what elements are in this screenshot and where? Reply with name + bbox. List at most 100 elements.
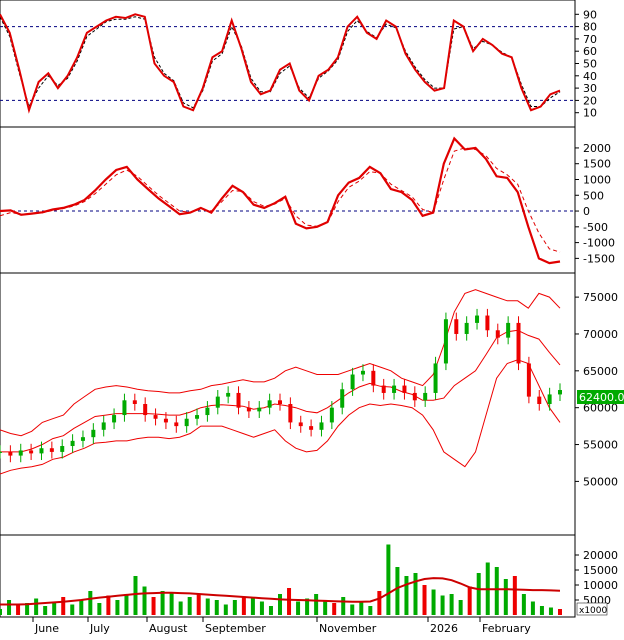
- macd-tick-label: 0: [583, 205, 590, 218]
- volume-bar: [323, 600, 328, 615]
- price-tick-label: 75000: [583, 291, 618, 304]
- candle-body: [464, 322, 469, 334]
- volume-bar: [169, 592, 174, 615]
- candle-body: [267, 400, 272, 408]
- volume-bar: [521, 594, 526, 615]
- volume-bar: [241, 597, 246, 615]
- volume-bar: [368, 606, 373, 615]
- volume-unit: x1000: [576, 602, 608, 616]
- candle-body: [257, 407, 262, 412]
- volume-bar: [449, 594, 454, 615]
- candle-body: [163, 418, 168, 423]
- candle-body: [101, 422, 106, 430]
- stoch-main-line: [0, 13, 561, 114]
- x-tick-label: August: [149, 622, 188, 635]
- volume-bar: [106, 595, 111, 615]
- price-tick-label: 50000: [583, 475, 618, 488]
- candle-body: [205, 407, 210, 416]
- stoch-tick-label: 60: [583, 45, 597, 58]
- volume-bar: [395, 567, 400, 615]
- candle-body: [547, 394, 552, 404]
- volume-bar: [0, 609, 2, 615]
- volume-bar: [539, 606, 544, 615]
- candle-body: [288, 404, 293, 423]
- volume-bar: [558, 609, 562, 615]
- candle-body: [454, 319, 459, 334]
- candle-body: [246, 407, 251, 412]
- candle-body: [392, 385, 397, 393]
- stoch-tick-label: 30: [583, 82, 597, 95]
- candle-body: [184, 418, 189, 427]
- candle-body: [39, 448, 44, 454]
- frames: [0, 0, 576, 618]
- x-tick-label: 2026: [430, 622, 458, 635]
- x-tick-label: September: [205, 622, 266, 635]
- candle-body: [423, 392, 428, 401]
- volume-bar: [70, 604, 75, 615]
- volume-bar: [43, 606, 48, 615]
- macd-line: [0, 136, 561, 265]
- volume-bar: [232, 600, 237, 615]
- candle-body: [122, 400, 127, 416]
- volume-bar: [404, 576, 409, 615]
- candle-body: [537, 396, 542, 404]
- volume-bar: [124, 594, 129, 615]
- volume-bar: [97, 603, 102, 615]
- macd-tick-label: -1500: [583, 252, 615, 265]
- volume-bar: [268, 606, 273, 615]
- volume-bar: [359, 601, 364, 615]
- volume-bar: [187, 597, 192, 615]
- volume-bar: [413, 573, 418, 615]
- volume-bar: [151, 597, 156, 615]
- candle-body: [195, 415, 200, 419]
- candle-body: [49, 448, 54, 452]
- candle-body: [319, 422, 324, 430]
- volume-bar: [386, 544, 391, 615]
- candle-body: [0, 451, 2, 453]
- bollinger-upper: [0, 289, 561, 437]
- volume-bar: [350, 604, 355, 615]
- volume-bar: [296, 601, 301, 615]
- price-panel: 50000 55000 60000 65000 70000 75000: [0, 289, 618, 488]
- stoch-tick-label: 20: [583, 94, 597, 107]
- candle-body: [433, 363, 438, 393]
- x-axis: June July August September November 2026 Febru…: [32, 617, 531, 635]
- candle-body: [8, 451, 13, 456]
- candle-body: [485, 315, 490, 331]
- volume-bar: [16, 604, 21, 615]
- vol-tick-label: 20000: [583, 549, 618, 562]
- volume-bar: [458, 600, 463, 615]
- macd-tick-label: 1500: [583, 158, 611, 171]
- macd-tick-label: 1000: [583, 173, 611, 186]
- candle-body: [495, 330, 500, 338]
- candle-body: [236, 392, 241, 408]
- volume-bar: [133, 576, 138, 615]
- candle-body: [381, 385, 386, 393]
- candle-body: [340, 389, 345, 408]
- volume-bar: [205, 598, 210, 615]
- candle-body: [112, 415, 117, 423]
- stoch-tick-label: 40: [583, 70, 597, 83]
- volume-bar: [503, 579, 508, 615]
- volume-bar: [52, 601, 57, 615]
- candle-body: [329, 407, 334, 423]
- volume-bar: [305, 598, 310, 615]
- volume-bar: [278, 594, 282, 615]
- candle-body: [412, 392, 417, 401]
- candle-body: [215, 396, 220, 408]
- candle-body: [350, 374, 355, 390]
- x-tick-label: July: [89, 622, 110, 635]
- volume-ma-line: [0, 577, 561, 606]
- volume-bar: [214, 600, 219, 615]
- volume-unit-box: [576, 602, 608, 616]
- candle-body: [475, 315, 480, 323]
- volume-bar: [332, 603, 337, 615]
- vol-tick-label: 10000: [583, 579, 618, 592]
- volume-bar: [314, 594, 319, 615]
- x-tick-label: June: [34, 622, 59, 635]
- price-tick-label: 70000: [583, 328, 618, 341]
- candle-body: [298, 422, 303, 427]
- candle-body: [60, 446, 65, 452]
